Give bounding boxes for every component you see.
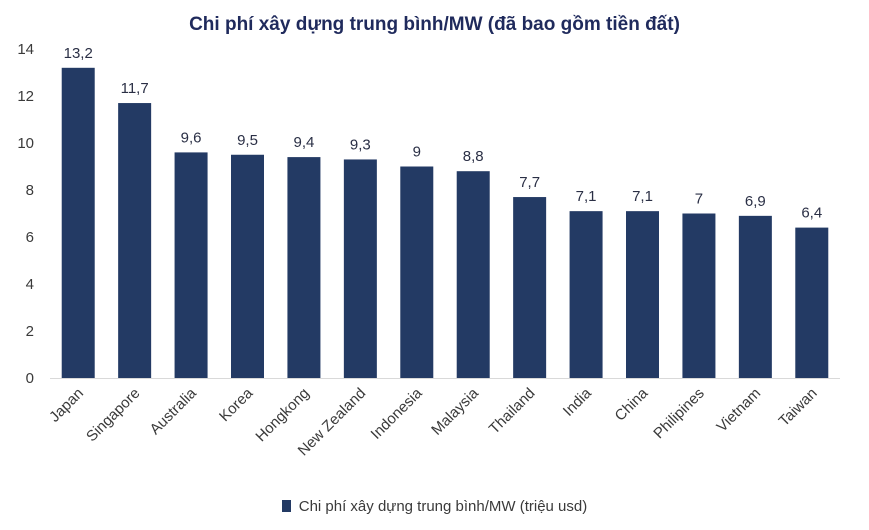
x-tick-label: Vietnam	[713, 385, 764, 436]
bar	[118, 103, 152, 379]
x-tick-label: Hongkong	[252, 385, 312, 445]
x-tick-label: Philipines	[650, 385, 707, 442]
x-tick-label: Singapore	[83, 385, 143, 445]
bar	[174, 152, 208, 378]
bar	[795, 227, 829, 378]
y-tick-label: 10	[17, 135, 34, 152]
bar	[61, 67, 95, 379]
data-label: 9,5	[237, 132, 258, 149]
x-tick-label: Taiwan	[776, 385, 821, 430]
data-label: 9,4	[293, 134, 314, 151]
bar	[626, 211, 659, 378]
data-label: 8,8	[463, 148, 484, 165]
chart-title: Chi phí xây dựng trung bình/MW (đã bao g…	[189, 14, 680, 35]
y-tick-label: 4	[26, 276, 34, 293]
x-tick-label: India	[560, 384, 595, 419]
legend: Chi phí xây dựng trung bình/MW (triệu us…	[0, 498, 869, 515]
data-label: 11,7	[121, 80, 149, 97]
bar	[287, 157, 321, 378]
bar	[513, 197, 547, 378]
y-tick-label: 0	[26, 370, 34, 387]
y-tick-label: 2	[26, 323, 34, 340]
data-label: 7,1	[632, 188, 653, 205]
data-label: 6,4	[801, 205, 822, 222]
x-tick-label: Indonesia	[368, 384, 426, 442]
data-label: 9	[413, 144, 421, 161]
data-label: 7,1	[576, 188, 597, 205]
x-tick-label: Australia	[147, 384, 201, 438]
legend-label: Chi phí xây dựng trung bình/MW (triệu us…	[298, 498, 588, 515]
x-tick-label: Korea	[216, 384, 257, 425]
bar	[231, 154, 264, 378]
x-tick-label: China	[612, 384, 652, 424]
x-tick-label: Japan	[46, 385, 87, 426]
data-label: 7,7	[519, 174, 540, 191]
y-tick-label: 6	[26, 229, 34, 246]
data-label: 9,6	[181, 129, 202, 146]
data-label: 6,9	[745, 193, 766, 210]
data-label: 9,3	[350, 136, 371, 153]
x-tick-label: Malaysia	[428, 384, 482, 438]
data-label: 13,2	[64, 45, 93, 62]
y-tick-label: 12	[17, 88, 34, 105]
legend-swatch	[281, 500, 291, 512]
data-label: 7	[695, 191, 703, 208]
bar	[569, 211, 603, 378]
bar	[343, 159, 377, 378]
x-tick-label: Thailand	[486, 385, 539, 438]
y-tick-label: 8	[26, 182, 34, 199]
y-tick-label: 14	[17, 41, 34, 58]
bar	[400, 166, 434, 378]
bar	[682, 213, 716, 378]
bar	[456, 171, 490, 378]
bar	[738, 215, 772, 378]
